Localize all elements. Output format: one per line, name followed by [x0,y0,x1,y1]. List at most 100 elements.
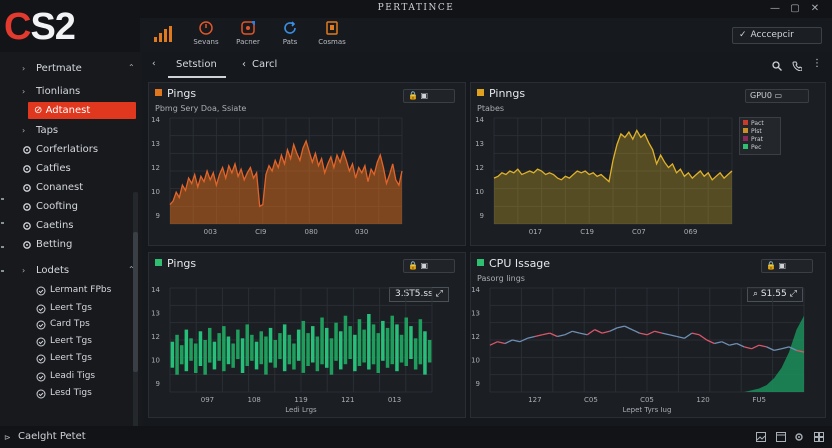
sidebar-item[interactable]: Coofting [0,198,138,215]
bar [423,331,427,375]
panel-control[interactable]: 🔒 ▣ [761,259,813,273]
series-line-segment [557,334,565,338]
panel-subtitle: Pasorg lings [477,274,525,283]
chevron-up-icon[interactable]: ⌃ [128,63,135,72]
x-tick-label: FU5 [752,396,766,404]
panel-control[interactable]: 🔒 ▣ [403,259,455,273]
series-line-segment [721,341,730,346]
maximize-icon[interactable]: ▢ [790,3,800,14]
minimize-icon[interactable]: — [770,3,780,14]
status-text: Caelght Petet [18,431,86,442]
circle-check-icon [36,372,46,382]
toolbar-pats-button[interactable]: Pats [270,21,310,46]
sidebar-item[interactable]: Lesd Tigs [0,385,138,402]
window-icon[interactable] [776,432,786,442]
y-tick-label: 13 [151,310,160,318]
bar [348,326,352,359]
series-line-segment [631,329,640,334]
phone-icon[interactable] [792,61,802,71]
chevron-up-icon[interactable]: ⌃ [128,265,135,274]
sidebar-item-label: Pertmate [36,63,82,74]
accept-button[interactable]: ✓ Acccepcir [732,27,822,44]
sidebar-item[interactable]: › Pertmate [0,60,138,77]
bar [385,327,390,368]
image-icon[interactable] [756,432,766,442]
sidebar-item[interactable]: Caetins [0,217,138,234]
settings-icon[interactable] [794,432,804,442]
sidebar-item[interactable]: Lermant FPbs [0,282,138,299]
chart-grid [493,117,733,225]
bar [315,336,320,372]
circle-check-icon [36,320,46,330]
bar [259,331,263,365]
y-tick-label: 10 [151,357,160,365]
toolbar-cosmas-button[interactable]: Cosmas [312,21,352,46]
panel-control[interactable]: 🔒 ▣ [403,89,455,103]
x-tick-label: 013 [388,396,401,404]
close-icon[interactable]: ✕ [810,3,820,14]
tab-back-icon[interactable]: ‹ [152,59,156,69]
tab-setstion[interactable]: Setstion [176,59,217,70]
y-tick-label: 10 [471,357,480,365]
sidebar-item[interactable]: Leert Tgs [0,350,138,367]
sidebar-item[interactable]: Conanest [0,179,138,196]
bar [343,315,348,365]
series-line-segment [586,329,596,336]
y-tick-label: 9 [480,212,484,220]
chevron-right-icon: › [22,64,26,73]
series-line-segment [489,341,498,346]
sidebar-item[interactable]: Corferlatiors [0,141,138,158]
bar [409,326,413,359]
y-tick-label: 10 [475,188,484,196]
gpu-selector[interactable]: GPU0 ▭ [745,89,809,103]
bar [264,336,268,375]
sidebar-item-label: Caetins [36,220,74,231]
sidebar-item[interactable]: Leert Tgs [0,300,138,317]
sidebar-scroll-thumb[interactable] [133,232,138,372]
panel-title: Pings [155,87,196,100]
chevron-right-icon: › [22,266,26,275]
sidebar-item-label: Coofting [36,201,78,212]
sidebar-item[interactable]: ⊘ Adtanest [28,102,136,119]
panel-subtitle: Ptabes [477,104,505,113]
grid-icon[interactable] [814,432,824,442]
bar [254,341,259,370]
series-line-segment [527,335,536,339]
bar [371,324,376,365]
x-tick-label: 108 [248,396,261,404]
sidebar-item[interactable]: Card Tps [0,316,138,333]
bar [184,329,189,372]
bar [311,326,315,363]
circle-check-icon [36,286,46,296]
bar [231,343,235,368]
series-line-segment [781,346,790,350]
signal-bars-icon[interactable] [154,26,172,42]
search-icon[interactable] [772,61,782,71]
bar [296,329,301,361]
panel-title: CPU Issage [477,257,550,270]
toolbar-sevans-button[interactable]: Sevans [186,21,226,46]
toolbar-pacner-button[interactable]: Pacner [228,21,268,46]
series-line-segment [609,327,618,332]
legend-item: Prat [743,136,777,144]
x-tick-label: 119 [294,396,307,404]
y-tick-label: 14 [471,286,480,294]
series-line-segment [758,344,767,348]
tab-carcl[interactable]: ‹ Carcl [242,59,278,70]
x-tick-label: C19 [580,228,594,236]
sidebar-item[interactable]: › Tionlians [0,83,138,100]
legend-item: Pact [743,120,777,128]
chart-pinngs: 14 13 12 10 9 017 C19 C07 069 [475,116,733,236]
sidebar-item[interactable]: Leert Tgs [0,333,138,350]
more-options-icon[interactable]: ⋮ [812,58,822,69]
sidebar-item[interactable]: › Taps [0,122,138,139]
series-line-segment [729,342,737,346]
sidebar-item[interactable]: Catfies [0,160,138,177]
sidebar-item-label: Lodets [36,265,70,276]
sidebar-item[interactable]: Leadi Tigs [0,368,138,385]
sidebar-item[interactable]: Betting [0,236,138,253]
active-tab-indicator [168,76,226,78]
sidebar-item[interactable]: › Lodets [0,262,138,279]
search-icon: ⌕ [753,289,759,299]
bar [208,327,212,363]
